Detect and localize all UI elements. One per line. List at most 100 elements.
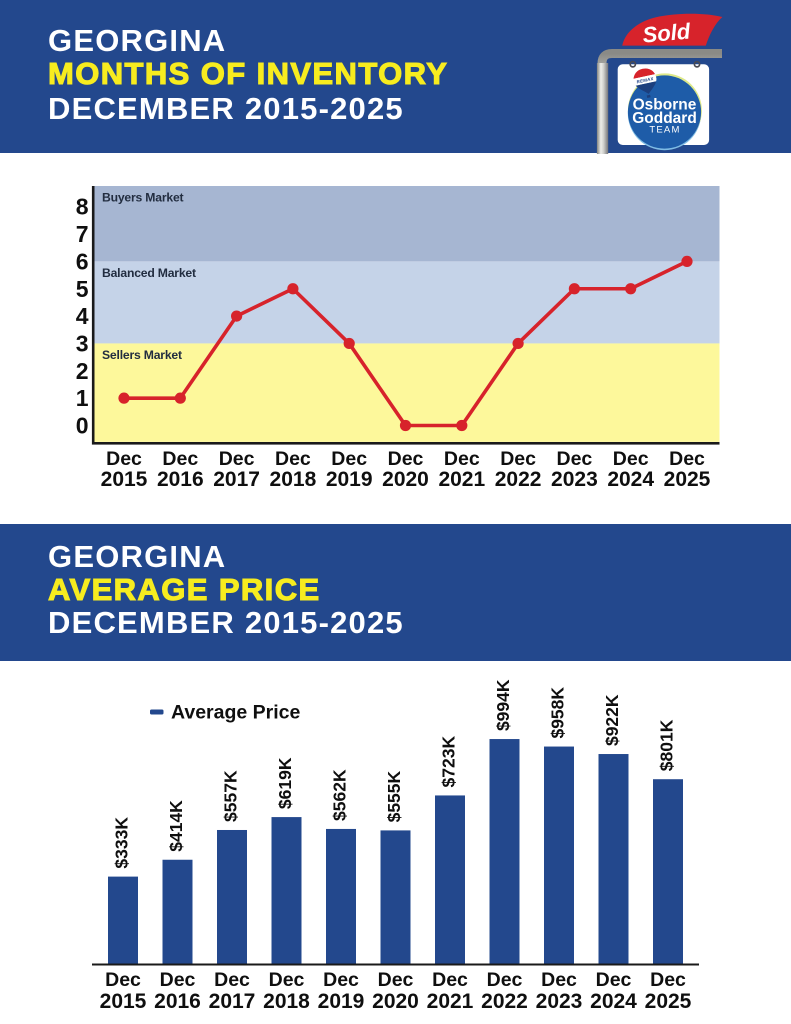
sign-hook-left	[629, 60, 637, 68]
balloon-brand-label: REMAX	[636, 76, 655, 85]
sold-ribbon-label: Sold	[642, 18, 692, 47]
zone-label: Balanced Market	[102, 266, 196, 280]
data-point-dec-2017	[231, 310, 243, 322]
bar-value-label: $414K	[166, 800, 186, 852]
x-tick-year: 2023	[551, 468, 598, 491]
bar-dec-2015	[108, 876, 138, 964]
x-tick-year: 2025	[645, 990, 692, 1013]
legend-marker	[150, 709, 164, 715]
data-point-dec-2016	[174, 392, 186, 404]
bar-dec-2020	[380, 830, 411, 964]
x-tick-year: 2021	[438, 468, 485, 491]
y-tick-label: 3	[76, 330, 89, 356]
sign-name-3: TEAM	[649, 124, 680, 135]
x-tick-year: 2025	[664, 468, 711, 491]
months-of-inventory-chart: Buyers Market Balanced Market Sellers Mark…	[76, 186, 720, 491]
x-tick-year: 2024	[607, 468, 654, 491]
zone-buyers-market	[94, 186, 720, 262]
x-tick-month: Dec	[160, 969, 196, 991]
x-tick-year: 2022	[481, 990, 528, 1013]
y-tick-label: 6	[76, 248, 89, 274]
bar-dec-2022	[489, 739, 520, 964]
data-point-dec-2025	[681, 255, 693, 267]
x-tick-year: 2017	[209, 990, 256, 1013]
header-bottom-daterange: DECEMBER 2015-2025	[48, 605, 404, 640]
x-tick-month: Dec	[214, 969, 250, 991]
x-tick-year: 2016	[157, 468, 204, 491]
x-tick-year: 2020	[372, 990, 419, 1013]
bar-dec-2019	[326, 828, 356, 964]
bar-value-label: $333K	[112, 817, 132, 869]
header-bottom-region: GEORGINA	[48, 539, 227, 574]
x-tick-year: 2015	[100, 990, 147, 1013]
x-tick-month: Dec	[500, 448, 536, 470]
x-tick-year: 2024	[590, 990, 637, 1013]
bar-dec-2024	[598, 754, 629, 964]
zone-label: Sellers Market	[102, 348, 182, 362]
bar-value-label: $619K	[275, 757, 295, 809]
x-tick-month: Dec	[613, 448, 649, 470]
y-tick-label: 5	[76, 276, 89, 302]
data-point-dec-2022	[512, 337, 524, 350]
bar-dec-2025	[653, 779, 683, 964]
y-axis-line	[91, 186, 95, 442]
header-top-title: MONTHS OF INVENTORY	[47, 56, 449, 91]
bar-value-label: $562K	[330, 769, 350, 821]
data-point-dec-2023	[568, 283, 581, 295]
x-tick-year: 2020	[382, 468, 429, 491]
x-tick-month: Dec	[275, 448, 311, 470]
x-axis-line	[92, 963, 699, 966]
header-top-region: GEORGINA	[48, 23, 227, 58]
x-tick-year: 2018	[270, 468, 317, 491]
data-point-dec-2019	[343, 337, 355, 350]
bar-dec-2017	[217, 829, 247, 964]
x-tick-year: 2019	[326, 468, 373, 491]
x-tick-month: Dec	[323, 969, 359, 991]
bar-value-label: $922K	[602, 694, 622, 746]
header-bottom-title: AVERAGE PRICE	[47, 572, 321, 607]
sign-post-vertical	[596, 63, 609, 154]
header-top-daterange: DECEMBER 2015-2025	[48, 91, 404, 126]
bar-value-label: $555K	[384, 770, 404, 822]
x-tick-month: Dec	[650, 969, 686, 991]
x-tick-month: Dec	[557, 448, 593, 470]
data-point-dec-2024	[625, 283, 637, 295]
y-tick-label: 4	[76, 303, 89, 329]
x-tick-month: Dec	[432, 969, 468, 991]
bar-value-label: $801K	[657, 719, 677, 771]
y-tick-label: 1	[76, 385, 89, 411]
y-tick-label: 0	[76, 413, 89, 439]
bar-dec-2021	[435, 795, 465, 964]
x-tick-month: Dec	[331, 448, 367, 470]
x-axis-line	[91, 442, 720, 445]
balloon-basket	[646, 94, 651, 98]
x-tick-month: Dec	[105, 969, 141, 991]
x-tick-month: Dec	[541, 969, 577, 991]
sign-name-1: Osborne	[633, 96, 697, 113]
legend-label: Average Price	[171, 702, 301, 724]
y-tick-label: 2	[76, 358, 89, 384]
y-tick-label: 7	[76, 221, 89, 247]
x-tick-month: Dec	[219, 448, 255, 470]
bar-value-label: $723K	[439, 736, 459, 788]
x-tick-month: Dec	[269, 969, 305, 991]
average-price-chart: Average Price $333K $414K $557K $619K $562K $5…	[92, 679, 699, 1013]
team-circle	[627, 75, 702, 149]
x-tick-year: 2017	[213, 468, 260, 491]
bar-value-label: $958K	[548, 687, 568, 739]
x-tick-year: 2023	[536, 990, 583, 1013]
x-tick-month: Dec	[106, 448, 142, 470]
sign-hook-right	[693, 60, 701, 68]
x-tick-year: 2022	[495, 468, 542, 491]
x-tick-month: Dec	[487, 969, 523, 991]
data-point-dec-2020	[399, 419, 412, 432]
header-banner-bottom: GEORGINA AVERAGE PRICE DECEMBER 2015-202…	[0, 524, 791, 661]
x-tick-year: 2015	[101, 468, 148, 491]
x-tick-month: Dec	[378, 969, 414, 991]
data-point-dec-2021	[456, 419, 468, 432]
bar-dec-2016	[162, 859, 193, 964]
x-tick-month: Dec	[669, 448, 705, 470]
data-point-dec-2015	[118, 392, 130, 404]
sign-name-2: Goddard	[632, 110, 697, 127]
bar-value-label: $557K	[221, 770, 241, 822]
